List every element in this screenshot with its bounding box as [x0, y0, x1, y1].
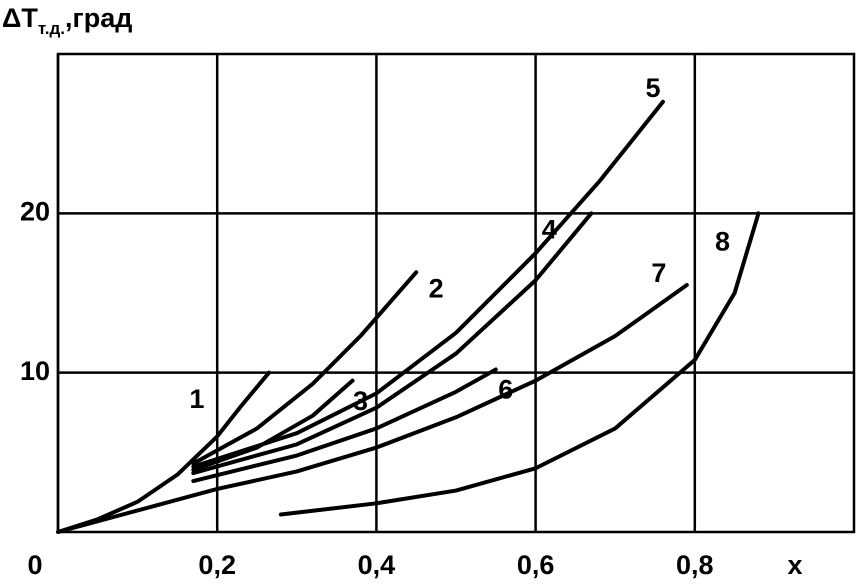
x-tick-label: 0,8: [676, 550, 714, 580]
curve-label: 8: [715, 226, 730, 256]
x-tick-label: 0,2: [198, 550, 236, 580]
curve: [191, 378, 355, 472]
y-label-suffix: ,град: [65, 3, 132, 33]
curve: [191, 99, 665, 469]
x-axis-label: x: [787, 550, 802, 580]
curve: [191, 367, 498, 484]
curve-label: 2: [429, 273, 444, 303]
x-tick-label: 0: [27, 550, 42, 580]
curve: [191, 211, 594, 476]
x-tick-label: 0,4: [358, 550, 396, 580]
curve: [191, 270, 419, 466]
curve: [56, 283, 689, 534]
y-tick-label: 10: [20, 356, 50, 386]
y-label-sub: т.д.: [38, 19, 65, 38]
curve-label: 5: [645, 73, 660, 103]
curve-label: 4: [542, 214, 557, 244]
curve-label: 7: [651, 258, 666, 288]
curve-label: 6: [498, 375, 513, 405]
y-axis-label: ΔTт.д.,град: [2, 3, 132, 38]
y-label-main: ΔT: [2, 3, 38, 33]
y-tick-label: 20: [20, 196, 50, 226]
curve: [278, 211, 761, 517]
x-tick-label: 0,6: [517, 550, 555, 580]
curve-label: 1: [189, 384, 204, 414]
